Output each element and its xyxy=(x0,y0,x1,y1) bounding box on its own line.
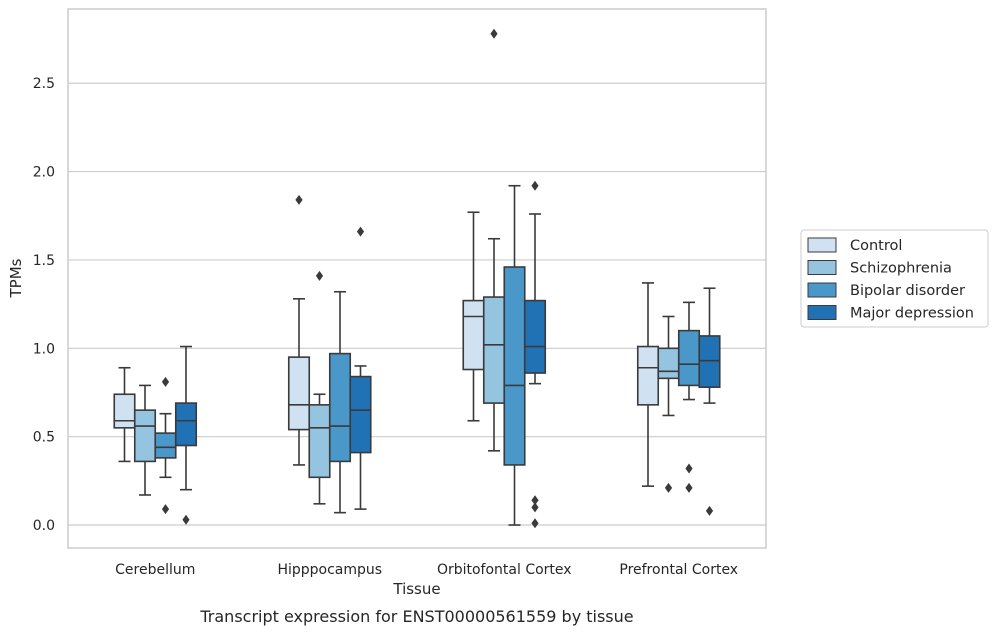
legend-label: Major depression xyxy=(850,306,974,322)
y-tick-label: 2.0 xyxy=(33,165,55,181)
box xyxy=(657,315,680,493)
x-tick-label: Cerebellum xyxy=(115,562,195,578)
box xyxy=(482,28,506,452)
box xyxy=(113,366,136,463)
box-iqr xyxy=(677,329,701,387)
outlier-point xyxy=(356,226,365,237)
y-tick-label: 1.0 xyxy=(33,341,55,357)
legend-label: Schizophrenia xyxy=(850,261,952,277)
box-iqr xyxy=(698,335,721,388)
x-tick-label: Prefrontal Cortex xyxy=(619,562,738,578)
legend-item: Bipolar disorder xyxy=(807,282,965,299)
box xyxy=(308,270,331,505)
box-iqr xyxy=(133,409,157,463)
outlier-point xyxy=(161,504,170,515)
box xyxy=(503,184,526,526)
box xyxy=(462,211,485,422)
outlier-point xyxy=(295,194,303,205)
legend-items: Control Schizophrenia Bipolar disorder Majo… xyxy=(807,237,974,322)
legend-swatch xyxy=(807,237,837,253)
box-series xyxy=(113,28,721,529)
box-iqr xyxy=(482,296,506,404)
box xyxy=(154,376,177,515)
legend-item: Schizophrenia xyxy=(807,260,952,277)
outlier-point xyxy=(531,502,539,513)
y-tick-labels: 0.0 0.5 1.0 1.5 2.0 2.5 xyxy=(33,76,55,534)
outlier-point xyxy=(490,28,498,39)
box xyxy=(287,194,311,466)
outlier-point xyxy=(161,376,170,387)
outlier-point xyxy=(531,495,539,506)
outlier-point xyxy=(531,180,539,191)
chart-caption: Transcript expression for ENST0000056155… xyxy=(199,607,633,626)
grid-lines xyxy=(68,82,766,526)
outlier-point xyxy=(705,505,714,516)
box xyxy=(636,282,660,487)
outlier-point xyxy=(182,514,190,525)
y-tick-label: 0.5 xyxy=(33,430,55,446)
legend-swatch xyxy=(807,260,837,275)
legend-frame xyxy=(800,229,989,328)
box-iqr xyxy=(287,356,311,431)
legend: Control Schizophrenia Bipolar disorder Majo… xyxy=(800,229,989,328)
box-iqr xyxy=(174,402,198,447)
box-iqr xyxy=(154,432,177,459)
legend-label: Control xyxy=(850,238,902,254)
outlier-point xyxy=(531,518,539,529)
box xyxy=(349,226,372,510)
plot-area-frame xyxy=(67,8,767,549)
series-bipolar-disorder xyxy=(154,184,701,526)
outlier-point xyxy=(685,463,693,474)
outlier-point xyxy=(685,482,693,493)
x-tick-label: Hipppocampus xyxy=(277,562,382,578)
outlier-point xyxy=(315,270,324,281)
series-schizophrenia xyxy=(133,28,680,505)
legend-item: Major depression xyxy=(807,305,974,322)
box xyxy=(328,290,352,514)
y-axis-label: TPMs xyxy=(7,258,25,298)
box-iqr xyxy=(328,352,352,463)
y-tick-label: 2.5 xyxy=(33,76,55,92)
box-iqr xyxy=(523,299,547,374)
legend-swatch xyxy=(807,305,837,320)
box-iqr xyxy=(113,393,136,429)
box-iqr xyxy=(657,347,680,380)
y-tick-label: 0.0 xyxy=(33,518,55,534)
box-iqr xyxy=(349,375,372,454)
legend-swatch xyxy=(807,282,837,298)
box-iqr xyxy=(503,266,526,466)
box xyxy=(677,301,701,493)
box-iqr xyxy=(308,404,331,479)
outlier-point xyxy=(664,482,673,493)
x-axis-label: Tissue xyxy=(392,580,440,598)
legend-label: Bipolar disorder xyxy=(850,283,965,299)
box xyxy=(523,180,547,529)
box xyxy=(133,384,157,496)
box-iqr xyxy=(636,345,660,406)
legend-item: Control xyxy=(807,237,902,254)
y-tick-label: 1.5 xyxy=(33,253,55,269)
box xyxy=(698,287,721,516)
x-tick-labels: Cerebellum Hipppocampus Orbitofontal Corte… xyxy=(115,562,738,578)
box-iqr xyxy=(462,299,485,371)
series-major-depression xyxy=(174,180,721,529)
box xyxy=(174,345,198,525)
x-tick-label: Orbitofontal Cortex xyxy=(437,562,572,578)
